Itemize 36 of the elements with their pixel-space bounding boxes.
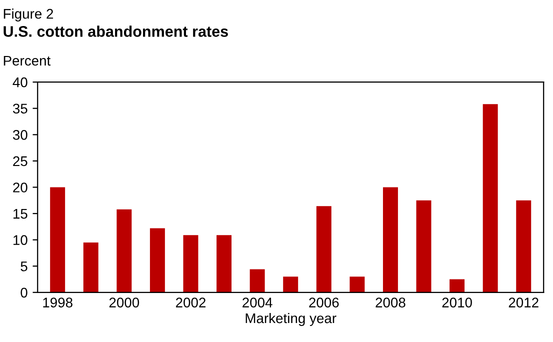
bar: [450, 279, 465, 292]
y-tick-label: 40: [12, 77, 28, 88]
bar: [283, 276, 298, 292]
x-tick-label: 2012: [508, 298, 538, 308]
y-tick-label: 0: [20, 288, 28, 298]
y-tick-label: 10: [13, 235, 28, 245]
bar: [150, 228, 165, 292]
x-tick-label: 2000: [109, 298, 140, 308]
bar: [516, 200, 532, 292]
y-tick-label: 5: [20, 262, 28, 272]
y-tick-label: 25: [13, 156, 28, 166]
bar: [216, 235, 232, 292]
y-tick-label: 30: [12, 130, 28, 140]
x-tick-label: 2002: [176, 298, 206, 308]
chart-subtitle: U.S. cotton abandonment rates: [4, 26, 228, 37]
bar: [116, 209, 132, 292]
bar: [382, 187, 398, 292]
y-axis-title: Percent: [4, 56, 51, 66]
x-axis-title: Marketing year: [246, 312, 336, 326]
x-tick-label: 2008: [376, 298, 406, 308]
bar: [250, 269, 265, 292]
x-tick-label: 1998: [43, 298, 72, 308]
x-tick-label: 2004: [242, 298, 272, 308]
y-tick-label: 15: [13, 209, 28, 219]
x-tick-label: 2010: [442, 298, 472, 308]
y-tick-label: 35: [12, 104, 28, 114]
chart-title: Figure 2: [4, 8, 54, 22]
x-tick-label: 2006: [309, 298, 339, 308]
bar: [416, 200, 432, 292]
bar: [183, 235, 198, 292]
bar: [83, 242, 98, 292]
bar: [50, 187, 66, 292]
y-tick-label: 20: [13, 182, 28, 192]
bar: [482, 104, 498, 292]
bar: [350, 276, 365, 292]
bar: [316, 206, 332, 292]
